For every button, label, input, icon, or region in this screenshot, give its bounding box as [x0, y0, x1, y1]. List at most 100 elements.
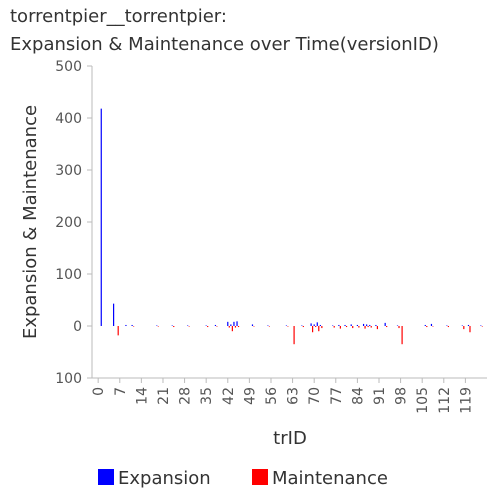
- bar: [447, 326, 449, 328]
- y-axis-label: Expansion & Maintenance: [20, 105, 41, 339]
- bar: [350, 324, 352, 326]
- bar: [231, 326, 233, 332]
- bar: [131, 324, 133, 326]
- bar: [125, 324, 127, 326]
- y-tick-label: 200: [55, 215, 82, 231]
- x-tick-label: 77: [329, 387, 345, 405]
- bar: [302, 326, 304, 328]
- y-tick-label: 100: [55, 371, 82, 387]
- bar: [312, 326, 314, 333]
- bar: [364, 326, 366, 329]
- x-tick-label: 98: [394, 387, 410, 405]
- y-tick-label: 500: [55, 59, 82, 75]
- bar: [233, 321, 235, 326]
- x-tick-label: 7: [113, 387, 129, 396]
- x-tick-label: 21: [156, 387, 172, 405]
- bar: [446, 325, 448, 326]
- bar: [268, 326, 270, 327]
- chart-title: Expansion & Maintenance over Time(versio…: [10, 34, 439, 55]
- x-axis-label: trID: [273, 428, 307, 449]
- x-tick-label: 70: [307, 387, 323, 405]
- y-tick-label: 400: [55, 111, 82, 127]
- bar: [345, 326, 348, 328]
- bar: [173, 326, 175, 328]
- bar: [293, 326, 295, 345]
- bar: [401, 326, 403, 345]
- bar: [321, 326, 323, 329]
- bar: [366, 324, 368, 326]
- legend-swatch: [98, 469, 114, 485]
- bar: [344, 324, 346, 326]
- bar: [156, 325, 158, 326]
- bar: [432, 326, 434, 327]
- bar: [369, 324, 371, 326]
- bar: [207, 326, 209, 328]
- legend-label: Maintenance: [272, 468, 388, 489]
- bar: [230, 324, 232, 326]
- bar: [461, 325, 463, 326]
- bar: [339, 326, 341, 329]
- bar: [117, 326, 119, 336]
- bar: [214, 324, 217, 326]
- bar: [157, 326, 159, 327]
- x-tick-label: 91: [372, 387, 388, 405]
- bar: [430, 323, 433, 326]
- legend-label: Expansion: [118, 468, 211, 489]
- bar: [362, 323, 365, 326]
- bar: [267, 325, 269, 326]
- bar: [332, 325, 334, 326]
- x-tick-label: 49: [242, 387, 258, 405]
- bar: [463, 326, 465, 330]
- bar: [287, 326, 289, 327]
- bar: [367, 326, 369, 328]
- bar: [352, 326, 354, 329]
- x-tick-label: 0: [91, 387, 107, 396]
- bar: [480, 325, 482, 326]
- legend-swatch: [252, 469, 268, 485]
- bar: [398, 326, 400, 329]
- bar: [467, 324, 470, 326]
- y-tick-label: 0: [73, 319, 82, 335]
- x-tick-label: 14: [134, 387, 150, 405]
- bar: [333, 326, 335, 328]
- bar: [356, 324, 358, 326]
- bar: [285, 325, 288, 326]
- bar: [481, 326, 483, 327]
- x-tick-label: 56: [264, 387, 280, 405]
- x-tick-label: 112: [437, 387, 453, 414]
- x-tick-label: 119: [458, 387, 474, 414]
- bar: [318, 326, 320, 332]
- bar: [100, 108, 102, 326]
- bar: [113, 303, 115, 326]
- x-tick-label: 84: [350, 387, 366, 405]
- bar: [315, 326, 317, 328]
- chart-title: torrentpier__torrentpier:: [10, 6, 227, 27]
- bar: [396, 325, 399, 326]
- x-tick-label: 35: [199, 387, 215, 405]
- bar: [171, 325, 173, 326]
- bar: [358, 326, 360, 328]
- x-tick-label: 28: [178, 387, 194, 405]
- bar: [469, 326, 471, 333]
- bar: [228, 326, 230, 328]
- bar: [384, 322, 386, 326]
- bar: [188, 326, 190, 327]
- y-tick-label: 100: [55, 267, 82, 283]
- bar: [386, 326, 388, 328]
- bar: [234, 326, 237, 328]
- bar: [187, 325, 189, 326]
- bar: [310, 323, 312, 326]
- x-tick-label: 63: [286, 387, 302, 405]
- bar: [338, 324, 340, 326]
- bar: [236, 321, 238, 326]
- bar: [237, 326, 240, 328]
- x-tick-label: 42: [221, 387, 237, 405]
- bar: [313, 324, 315, 326]
- bar: [375, 324, 377, 326]
- bar: [133, 326, 135, 327]
- bar: [301, 325, 303, 326]
- bar: [251, 324, 254, 326]
- x-tick-label: 105: [415, 387, 431, 414]
- bar: [205, 325, 207, 326]
